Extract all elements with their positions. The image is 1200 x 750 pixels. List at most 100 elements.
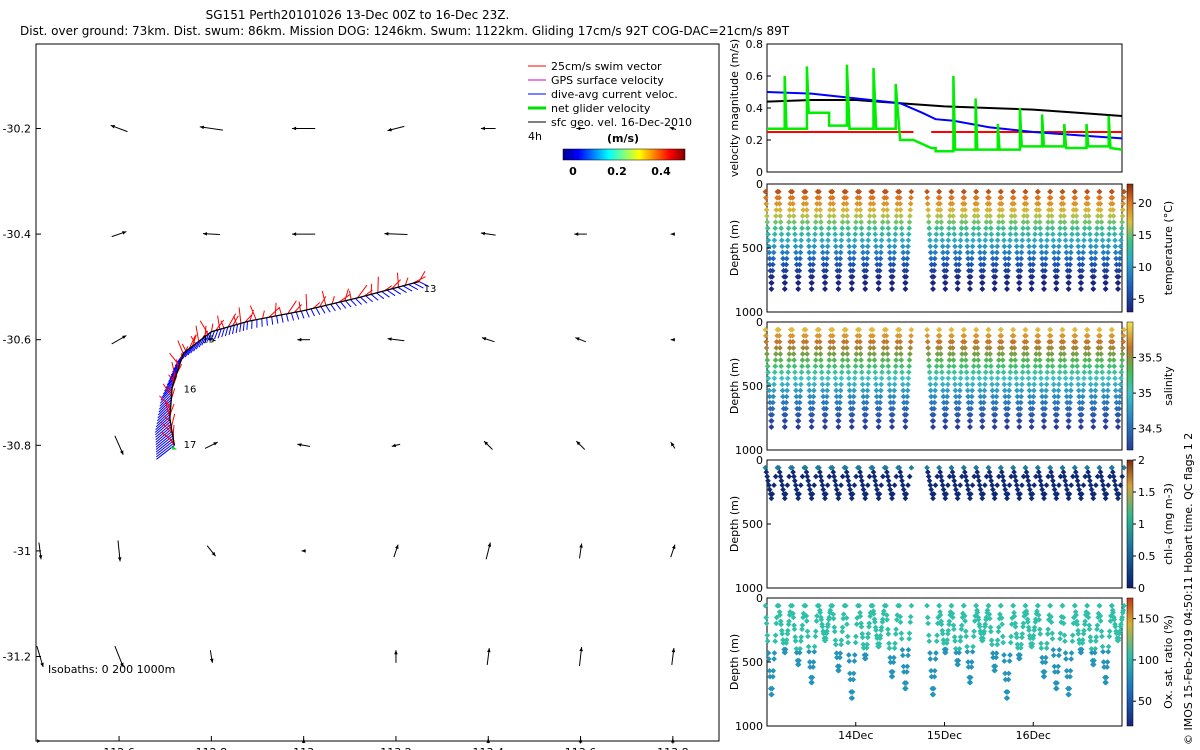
depth-panel-3-ytick-label-2: 1000 [735,720,763,733]
legend-entry-dac: dive-avg current veloc. [551,88,678,101]
geo-vector-4-4 [393,544,399,558]
geo-vector-3-1 [114,435,124,455]
day-label-1: 15 [202,334,215,345]
geo-vector-5-6 [579,647,583,667]
depth-panel-3-ylabel: Depth (m) [728,634,741,690]
day-label-2: 16 [184,385,197,396]
depth-panel-1-colorbar [1126,321,1134,451]
velocity-ytick-label-4: 0.8 [746,38,764,51]
depth-panel-2-ytick-label-0: 0 [756,454,763,467]
velocity-ytick-label-3: 0.6 [746,70,764,83]
velocity-series-2 [766,91,1123,140]
depth-panel-2-colorbar [1126,459,1134,589]
speed-colorbar-tick-2: 0.4 [651,165,671,178]
map-legend: 25cm/s swim vector GPS surface velocity … [528,60,692,178]
depth-panel-0-ytick-label-0: 0 [756,178,763,191]
depth-panel-3-cblabel: Ox. sat. ratio (%) [1162,615,1175,709]
depth-panel-2: 0 500 1000 Depth (m) 0 0.5 1 1.5 2 chl-a (mg m-3) [728,454,1175,595]
geostrophic-vectors [36,124,677,744]
geo-vector-0-4 [387,125,405,132]
geo-vector-1-6 [574,232,587,236]
depth-panel-0-cblabel: temperature (°C) [1162,201,1175,295]
depth-panel-2-cblabel: chl-a (mg m-3) [1162,483,1175,565]
depth-panel-3: 0 500 1000 Depth (m) 50 100 150 Ox. sat. ratio … [728,592,1175,742]
legend-interval: 4h [528,130,542,143]
isobaths-label: Isobaths: 0 200 1000m [48,663,175,676]
velocity-axes-box [766,43,1123,173]
geo-vector-3-3 [297,443,311,447]
geo-vector-5-5 [486,648,491,665]
geo-vector-3-5 [483,440,493,450]
map-xtick-label-2: 113 [293,746,314,750]
geo-vector-1-7 [670,232,675,236]
geo-vector-5-7 [671,648,676,665]
depth-panel-0-cbtick-label-3: 20 [1138,197,1152,210]
depth-panel-0-cbtick-label-1: 10 [1138,261,1152,274]
geo-vector-4-3 [301,549,306,553]
geo-vector-1-2 [202,232,220,236]
geo-vector-3-7 [670,441,676,449]
velocity-series-1 [766,99,1123,117]
figure-title-line2: Dist. over ground: 73km. Dist. swum: 86k… [20,24,790,38]
velocity-ytick-label-0: 0 [756,166,763,179]
map-xtick-label-5: 113.6 [565,746,597,750]
speed-colorbar-title: (m/s) [607,132,639,145]
depth-panel-2-cbtick-label-0: 0 [1138,582,1145,595]
velocity-series [766,64,1123,153]
legend-entry-swim: 25cm/s swim vector [551,60,662,73]
depth-panel-3-cbtick-label-2: 150 [1138,613,1159,626]
map-axes-box [35,43,720,742]
map-ytick-label-5: -31.2 [3,651,31,664]
depth-xtick-label-1: 15Dec [927,729,962,742]
map-xtick-label-3: 113.2 [380,746,412,750]
geo-vector-3-4 [391,443,401,448]
credit-text: © IMOS 15-Feb-2019 04:50:11 Hobart time.… [1182,433,1195,745]
map-ytick-label-3: -30.8 [3,439,31,452]
day-label-3: 17 [184,440,197,451]
depth-panel-3-cbtick-label-1: 100 [1138,654,1159,667]
depth-xtick-label-2: 16Dec [1016,729,1051,742]
depth-panel-2-ytick-label-1: 500 [742,518,763,531]
geo-vector-5-1 [114,645,124,668]
geo-vector-0-3 [292,126,316,131]
geo-vector-0-6 [576,126,585,131]
depth-panel-3-ytick-label-1: 500 [742,656,763,669]
geo-vector-4-5 [485,542,492,560]
depth-panel-3-points [762,602,1127,701]
depth-panel-0-ytick-label-2: 1000 [735,306,763,319]
depth-panel-2-cbtick-label-4: 2 [1138,454,1145,467]
depth-panel-2-points [762,464,1127,502]
geo-vector-3-6 [576,440,586,450]
legend-entry-net: net glider velocity [551,102,651,115]
map-ytick-label-0: -30.2 [3,122,31,135]
depth-panel-2-ylabel: Depth (m) [728,496,741,552]
depth-panel-0-points [762,188,1127,292]
geo-vector-0-7 [669,126,677,131]
depth-panel-0-ylabel: Depth (m) [728,220,741,276]
depth-panel-2-ytick-label-2: 1000 [735,582,763,595]
depth-panel-1-ytick-label-0: 0 [756,316,763,329]
map-ytick-label-4: -31 [13,545,31,558]
legend-entry-geo: sfc geo. vel. 16-Dec-2010 [551,116,692,129]
depth-panel-0: 0 500 1000 Depth (m) 5 10 15 20 temperature (°C) [728,178,1175,319]
geo-vector-4-1 [117,540,122,562]
geo-vector-2-4 [387,337,405,342]
depth-panel-2-box [766,459,1123,589]
speed-colorbar-tick-0: 0 [569,165,577,178]
figure-title-line1: SG151 Perth20101026 13-Dec 00Z to 16-Dec… [205,8,510,22]
geo-vector-0-2 [199,125,223,131]
velocity-ylabel: velocity magnitude (m/s) [728,39,741,177]
depth-panel-1-ytick-label-1: 500 [742,380,763,393]
velocity-ytick-label-2: 0.4 [746,102,764,115]
map-panel: 13 15 16 17 112.6 112.8 113 113.2 113.4 113.6 113… [3,43,720,750]
depth-panel-1-cbtick-label-1: 35 [1138,387,1152,400]
speed-colorbar [562,148,686,161]
map-y-ticks: -30.2 -30.4 -30.6 -30.8 -31 -31.2 [3,122,41,664]
depth-panel-1-ylabel: Depth (m) [728,358,741,414]
geo-vector-3-2 [204,441,218,449]
map-ytick-label-2: -30.6 [3,334,31,347]
depth-panel-0-ytick-label-1: 500 [742,242,763,255]
depth-panel-3-ytick-label-0: 0 [756,592,763,605]
geo-vector-4-7 [670,544,676,558]
